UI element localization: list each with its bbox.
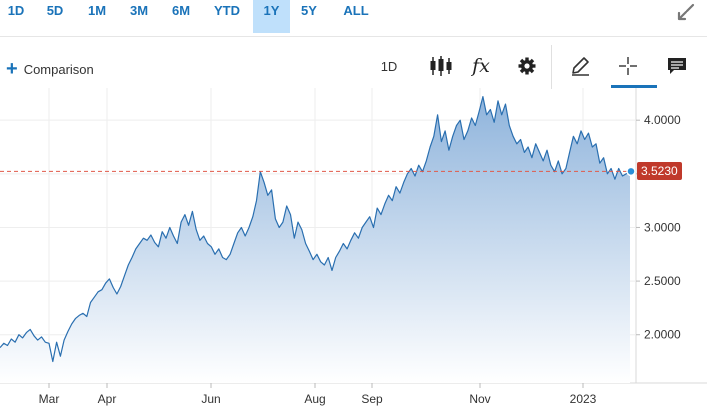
range-button-6m[interactable]: 6M xyxy=(171,3,191,18)
crosshair-icon xyxy=(619,57,637,75)
candlestick-button[interactable] xyxy=(426,51,456,81)
range-button-5d[interactable]: 5D xyxy=(46,3,64,18)
chart-toolbar: + Comparison 1D fx xyxy=(0,36,707,89)
expand-icon[interactable] xyxy=(676,2,696,22)
range-button-1d[interactable]: 1D xyxy=(7,3,25,18)
current-price-badge: 3.5230 xyxy=(637,162,682,181)
fx-icon: fx xyxy=(472,55,490,77)
studies-button[interactable]: fx xyxy=(466,51,496,81)
y-tick-label: 3.0000 xyxy=(644,220,681,234)
crosshair-button[interactable] xyxy=(612,51,644,81)
area-fill xyxy=(0,96,630,383)
range-button-1y[interactable]: 1Y xyxy=(253,0,290,33)
candlestick-icon xyxy=(430,56,452,76)
crosshair-active-indicator xyxy=(611,85,657,88)
price-chart[interactable]: Mar Apr Jun Aug Sep Nov 2023 2.0000 2.5000 3.0000… xyxy=(0,88,707,415)
x-tick-label: Apr xyxy=(98,392,117,406)
y-tick-label: 2.5000 xyxy=(644,274,681,288)
plus-icon: + xyxy=(6,58,18,80)
x-tick-label: Sep xyxy=(361,392,383,406)
x-tick-label: Nov xyxy=(469,392,490,406)
y-tick-label: 2.0000 xyxy=(644,328,681,342)
range-selector: 1D 5D 1M 3M 6M YTD 1Y 5Y ALL xyxy=(0,0,707,33)
comment-button[interactable] xyxy=(662,51,692,81)
y-tick-label: 4.0000 xyxy=(644,113,681,127)
x-tick-label: Mar xyxy=(39,392,60,406)
interval-button[interactable]: 1D xyxy=(380,58,398,74)
x-tick-label: 2023 xyxy=(570,392,597,406)
toolbar-divider xyxy=(551,45,552,89)
gear-icon xyxy=(518,57,536,75)
comparison-label: Comparison xyxy=(23,61,94,77)
range-button-3m[interactable]: 3M xyxy=(129,3,149,18)
chart-svg: Mar Apr Jun Aug Sep Nov 2023 2.0000 2.5000 3.0000… xyxy=(0,88,707,406)
range-button-5y[interactable]: 5Y xyxy=(301,3,317,18)
draw-button[interactable] xyxy=(565,51,595,81)
x-tick-label: Jun xyxy=(201,392,220,406)
range-button-1m[interactable]: 1M xyxy=(87,3,107,18)
x-tick-label: Aug xyxy=(304,392,325,406)
pencil-icon xyxy=(572,57,589,76)
series-line xyxy=(0,96,631,363)
range-button-ytd[interactable]: YTD xyxy=(214,3,240,18)
current-price-marker xyxy=(626,166,636,177)
settings-button[interactable] xyxy=(512,51,542,81)
comment-icon xyxy=(668,58,686,74)
comparison-button[interactable]: + Comparison xyxy=(6,59,94,79)
range-button-all[interactable]: ALL xyxy=(343,3,369,18)
